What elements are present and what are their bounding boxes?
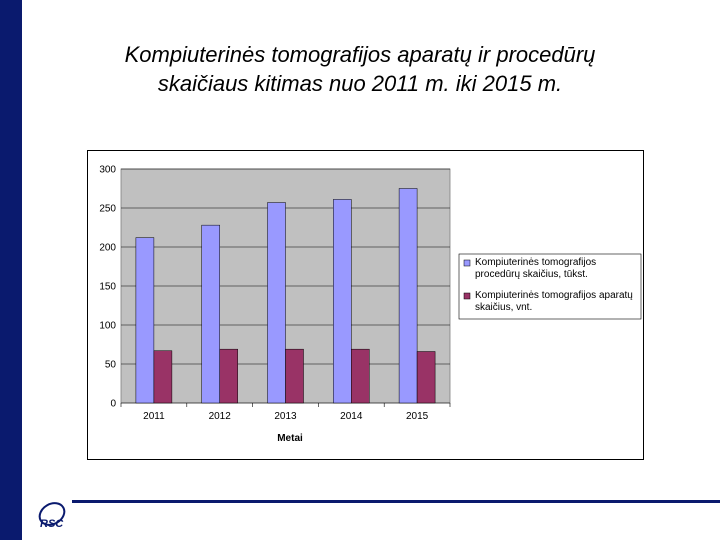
legend: Kompiuterinės tomografijos procedūrų ska…: [458, 253, 642, 320]
x-tick-label: 2012: [209, 411, 232, 422]
chart-frame: 0 50 100 150 200 250 300 2011 2012 2013 2014 2015 …: [87, 150, 644, 460]
slide-title: Kompiuterinės tomografijos aparatų ir pr…: [40, 40, 680, 98]
bar-series-2-2011: [153, 350, 173, 404]
bar-series-1-2012: [201, 224, 220, 404]
bar-series-1-2011: [135, 237, 155, 404]
x-axis-title: Metai: [277, 433, 303, 444]
y-tick-label: 150: [99, 282, 116, 293]
x-tick-label: 2013: [274, 411, 297, 422]
y-tick-label: 50: [105, 360, 117, 371]
bar-series-2-2014: [351, 348, 370, 404]
legend-label-2-line-2: skaičius, vnt.: [475, 302, 532, 313]
footer-divider: [72, 500, 720, 503]
bar-series-1-2013: [267, 202, 286, 404]
legend-label-2-line-1: Kompiuterinės tomografijos aparatų: [475, 290, 633, 301]
title-line-1: Kompiuterinės tomografijos aparatų ir pr…: [124, 42, 596, 67]
y-axis-labels: 0 50 100 150 200 250 300: [99, 165, 116, 410]
legend-label-1-line-1: Kompiuterinės tomografijos: [475, 257, 596, 268]
legend-swatch-1: [463, 259, 471, 267]
left-accent-bar: [0, 0, 22, 540]
y-tick-label: 0: [110, 399, 116, 410]
title-line-2: skaičiaus kitimas nuo 2011 m. iki 2015 m…: [157, 71, 563, 96]
bar-series-1-2015: [398, 188, 418, 404]
bar-series-2-2013: [285, 348, 304, 404]
y-tick-label: 250: [99, 204, 116, 215]
x-tick-label: 2014: [340, 411, 363, 422]
logo-text: RSC: [40, 518, 64, 530]
x-axis-labels: 2011 2012 2013 2014 2015: [120, 403, 451, 422]
legend-swatch-2: [463, 292, 471, 300]
bar-series-2-2015: [416, 351, 436, 404]
legend-box: [458, 253, 642, 320]
bar-series-1-2014: [333, 199, 352, 404]
y-tick-label: 300: [99, 165, 116, 176]
rsc-logo: RSC: [38, 502, 66, 530]
y-tick-label: 100: [99, 321, 116, 332]
bars: [135, 188, 436, 404]
x-tick-label: 2011: [143, 411, 165, 422]
legend-label-1-line-2: procedūrų skaičius, tūkst.: [475, 269, 588, 280]
x-tick-label: 2015: [406, 411, 429, 422]
bar-series-2-2012: [219, 348, 238, 404]
y-tick-label: 200: [99, 243, 116, 254]
